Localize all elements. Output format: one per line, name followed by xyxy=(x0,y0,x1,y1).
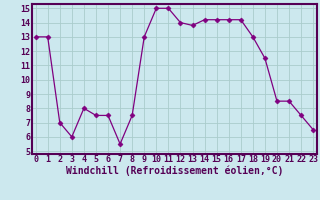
X-axis label: Windchill (Refroidissement éolien,°C): Windchill (Refroidissement éolien,°C) xyxy=(66,166,283,176)
